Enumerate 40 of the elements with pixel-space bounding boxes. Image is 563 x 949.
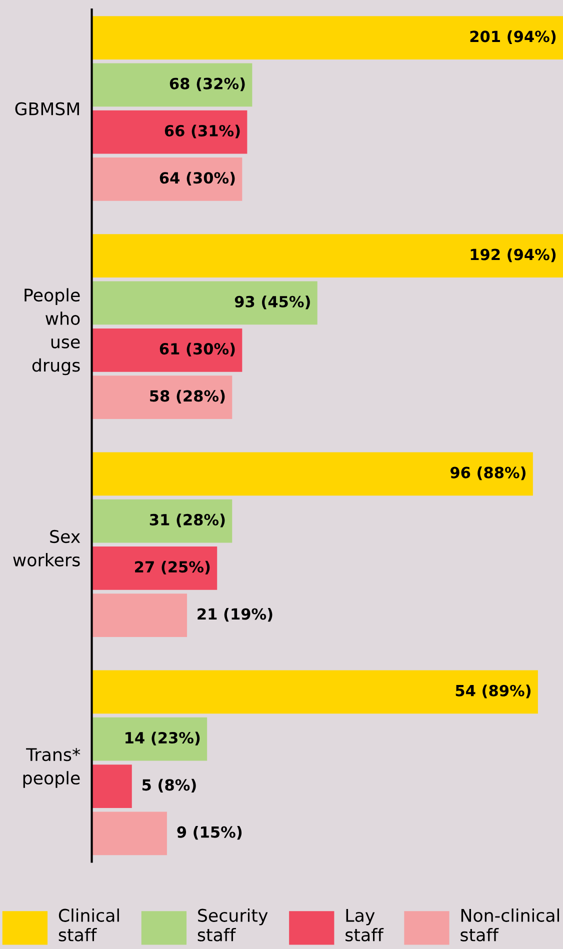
bar xyxy=(92,764,132,808)
data-label: 192 (94%) xyxy=(470,248,556,262)
bar xyxy=(92,546,218,590)
bar xyxy=(92,16,563,60)
data-label: 61 (30%) xyxy=(160,342,235,356)
data-label: 96 (88%) xyxy=(450,466,526,480)
bar xyxy=(92,281,318,325)
bar xyxy=(92,594,188,638)
bar xyxy=(92,110,248,154)
y-tick-label: Trans* people xyxy=(23,748,80,788)
y-tick-label: People who use drugs xyxy=(24,288,80,376)
bar xyxy=(92,670,538,714)
bar xyxy=(92,452,533,496)
data-label: 66 (31%) xyxy=(164,124,240,138)
bar xyxy=(92,812,167,856)
data-label: 21 (19%) xyxy=(198,608,272,622)
data-label: 64 (30%) xyxy=(160,172,235,186)
bar xyxy=(92,234,563,278)
data-label: 14 (23%) xyxy=(126,732,200,746)
legend-label: Clinical staff xyxy=(58,908,119,942)
data-label: 5 (8%) xyxy=(142,778,196,792)
data-label: 58 (28%) xyxy=(150,390,225,404)
bar xyxy=(92,499,232,543)
data-label: 27 (25%) xyxy=(135,560,210,574)
data-label: 9 (15%) xyxy=(177,826,242,840)
bar xyxy=(92,158,242,201)
data-label: 31 (28%) xyxy=(150,514,225,528)
legend-label: Security staff xyxy=(198,908,268,942)
data-label: 201 (94%) xyxy=(470,30,556,44)
bar xyxy=(92,376,232,419)
bar xyxy=(92,717,208,761)
data-label: 93 (45%) xyxy=(234,296,310,310)
bar xyxy=(92,328,242,372)
data-label: 68 (32%) xyxy=(170,78,245,92)
y-tick-label: GBMSM xyxy=(15,102,79,116)
legend-label: Non-clinical staff xyxy=(460,908,559,942)
bar xyxy=(92,63,252,107)
data-label: 54 (89%) xyxy=(456,684,530,698)
legend-label: Lay staff xyxy=(346,909,384,942)
y-tick-label: Sex workers xyxy=(13,530,80,566)
